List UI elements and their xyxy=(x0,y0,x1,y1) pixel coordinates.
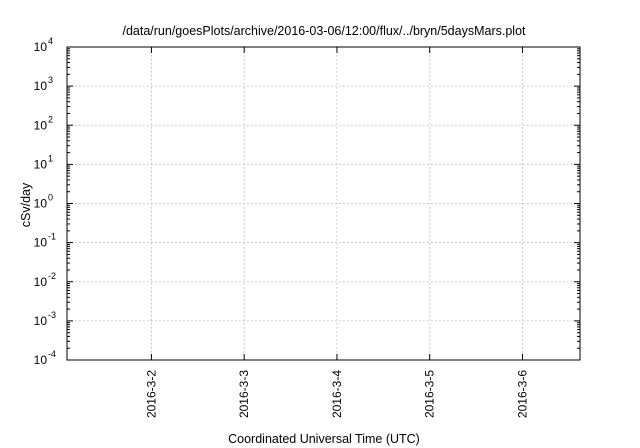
y-tick-exponent: -1 xyxy=(48,232,56,242)
y-tick-exponent: 4 xyxy=(48,36,53,46)
y-tick-exponent: 3 xyxy=(48,75,53,85)
y-tick-exponent: 2 xyxy=(48,114,53,124)
y-tick-exponent: 1 xyxy=(48,153,53,163)
y-axis-label: cSv/day xyxy=(19,182,33,227)
x-tick-label: 2016-3-3 xyxy=(237,370,251,418)
y-tick-label: 10 xyxy=(34,118,48,132)
y-tick-exponent: -2 xyxy=(48,271,56,281)
y-tick-label: 10 xyxy=(34,197,48,211)
chart-title: /data/run/goesPlots/archive/2016-03-06/1… xyxy=(122,24,526,38)
y-tick-label: 10 xyxy=(34,275,48,289)
x-tick-label: 2016-3-4 xyxy=(330,370,344,418)
y-tick-label: 10 xyxy=(34,40,48,54)
x-tick-label: 2016-3-2 xyxy=(144,370,158,418)
y-tick-label: 10 xyxy=(34,353,48,367)
y-tick-label: 10 xyxy=(34,79,48,93)
grid-lines xyxy=(67,47,580,360)
y-tick-exponent: -3 xyxy=(48,310,56,320)
x-tick-label: 2016-3-5 xyxy=(423,370,437,418)
y-tick-label: 10 xyxy=(34,157,48,171)
y-tick-exponent: 0 xyxy=(48,193,53,203)
x-axis-label: Coordinated Universal Time (UTC) xyxy=(228,432,420,446)
y-tick-exponent: -4 xyxy=(48,349,56,359)
x-tick-label: 2016-3-6 xyxy=(515,370,529,418)
y-tick-label: 10 xyxy=(34,314,48,328)
y-tick-label: 10 xyxy=(34,236,48,250)
